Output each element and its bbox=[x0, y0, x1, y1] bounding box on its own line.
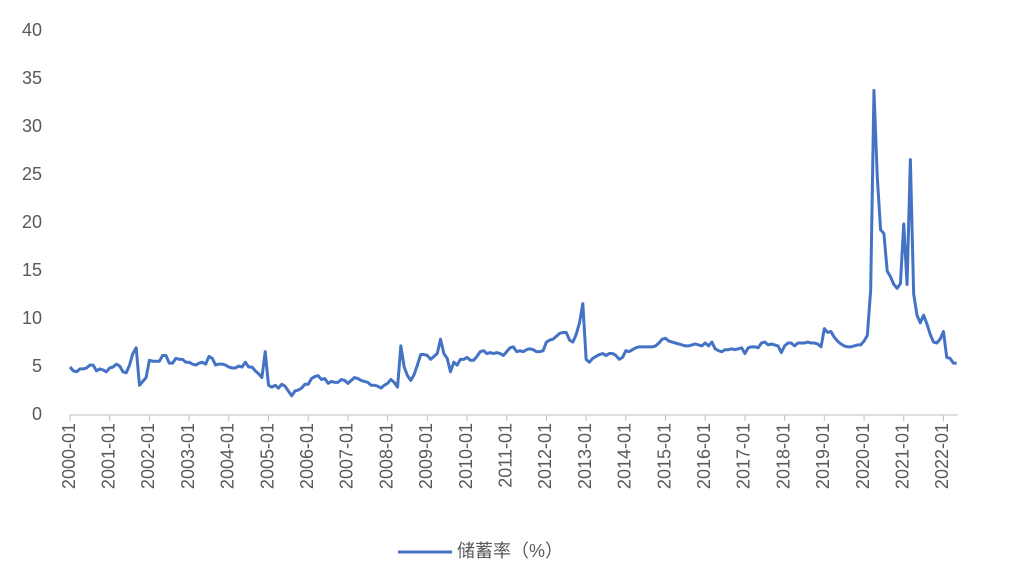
x-tick-label: 2017-01 bbox=[734, 423, 754, 489]
x-tick-label: 2018-01 bbox=[773, 423, 793, 489]
x-tick-label: 2006-01 bbox=[297, 423, 317, 489]
x-tick-label: 2019-01 bbox=[813, 423, 833, 489]
y-tick-label: 10 bbox=[22, 308, 42, 328]
x-tick-label: 2016-01 bbox=[694, 423, 714, 489]
x-tick-label: 2015-01 bbox=[654, 423, 674, 489]
x-tick-label: 2021-01 bbox=[892, 423, 912, 489]
x-tick-label: 2013-01 bbox=[575, 423, 595, 489]
data-line bbox=[68, 89, 957, 398]
x-tick-label: 2004-01 bbox=[218, 423, 238, 489]
x-tick-label: 2002-01 bbox=[138, 423, 158, 489]
x-tick-label: 2000-01 bbox=[59, 423, 79, 489]
x-tick-label: 2005-01 bbox=[257, 423, 277, 489]
x-tick-label: 2007-01 bbox=[337, 423, 357, 489]
x-tick-label: 2008-01 bbox=[376, 423, 396, 489]
x-tick-label: 2009-01 bbox=[416, 423, 436, 489]
x-tick-label: 2010-01 bbox=[456, 423, 476, 489]
x-tick-label: 2020-01 bbox=[853, 423, 873, 489]
legend-label: 储蓄率（%） bbox=[457, 541, 563, 561]
y-tick-label: 25 bbox=[22, 164, 42, 184]
y-tick-label: 0 bbox=[32, 404, 42, 424]
y-tick-label: 35 bbox=[22, 68, 42, 88]
y-tick-label: 5 bbox=[32, 356, 42, 376]
y-tick-label: 40 bbox=[22, 20, 42, 40]
x-tick-label: 2012-01 bbox=[535, 423, 555, 489]
y-tick-label: 30 bbox=[22, 116, 42, 136]
y-tick-label: 20 bbox=[22, 212, 42, 232]
x-tick-label: 2022-01 bbox=[932, 423, 952, 489]
x-tick-label: 2011-01 bbox=[495, 423, 515, 488]
x-tick-label: 2014-01 bbox=[615, 423, 635, 489]
x-tick-label: 2003-01 bbox=[178, 423, 198, 489]
y-tick-label: 15 bbox=[22, 260, 42, 280]
x-tick-label: 2001-01 bbox=[98, 423, 118, 489]
